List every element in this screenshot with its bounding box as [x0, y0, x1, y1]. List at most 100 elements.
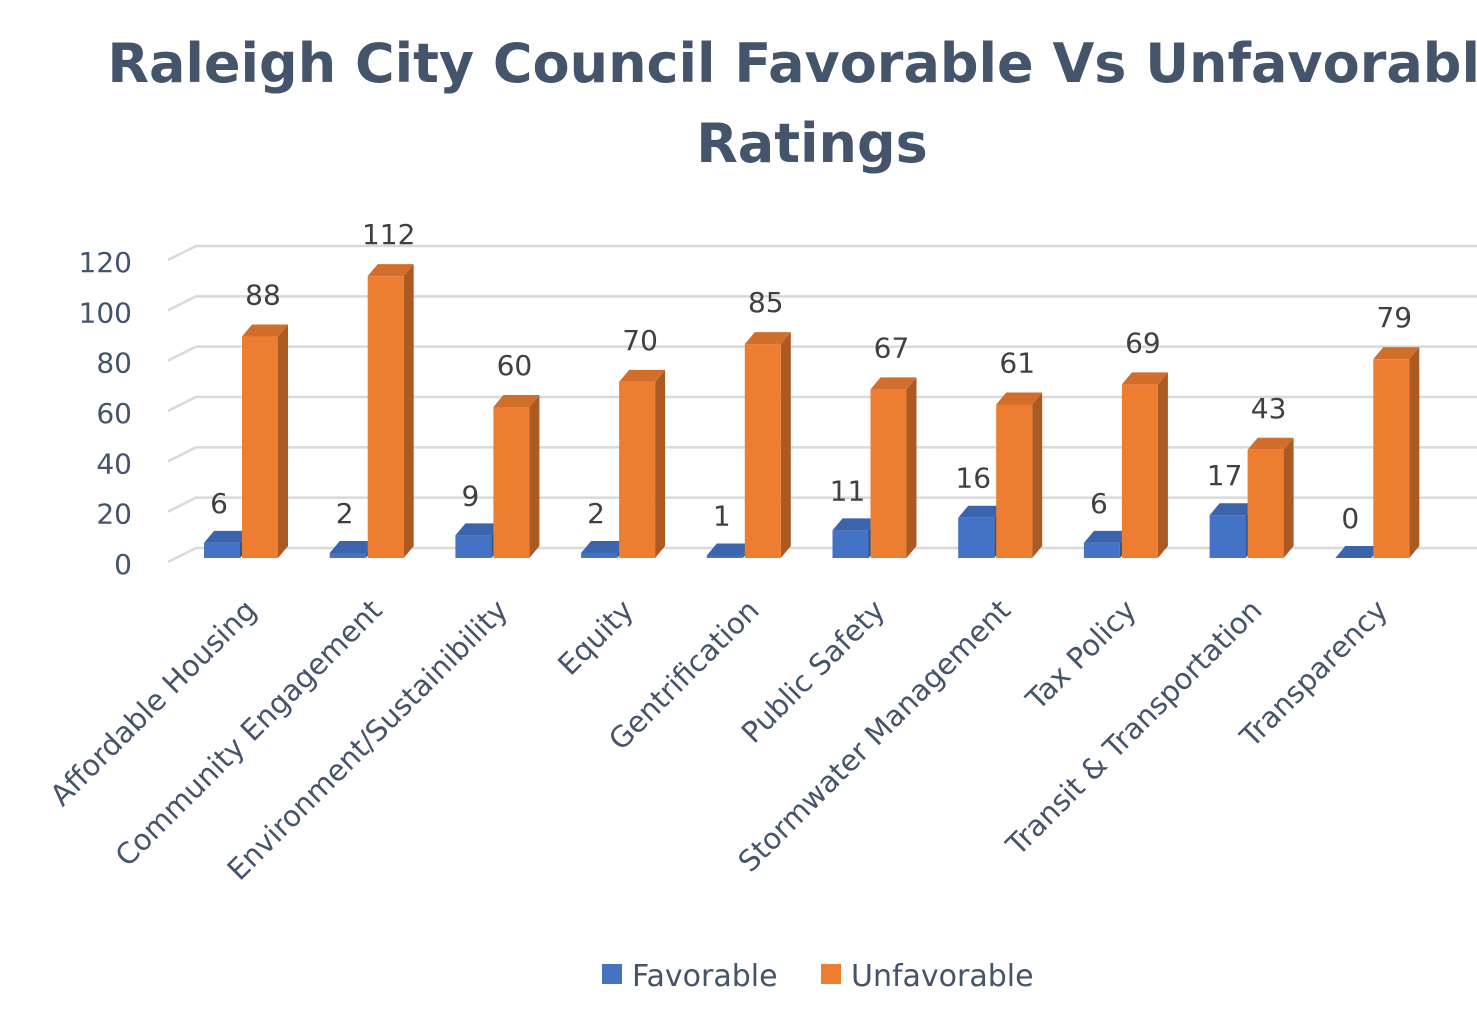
data-label-unfavorable: 70	[622, 324, 658, 357]
bar-unfavorable-top	[619, 369, 666, 382]
bar-unfavorable-top	[744, 332, 791, 345]
data-label-favorable: 17	[1207, 459, 1243, 492]
data-label-favorable: 2	[336, 497, 354, 530]
bar-unfavorable-front	[1373, 359, 1410, 558]
bar-unfavorable-side	[278, 324, 288, 558]
category-label: Affordable Housing	[43, 593, 263, 813]
bar-favorable-top	[204, 530, 250, 543]
gridline	[167, 244, 1477, 262]
bar-unfavorable-front	[619, 381, 656, 558]
gridline	[167, 395, 1477, 413]
y-tick-label: 40	[96, 447, 132, 480]
y-tick-label: 60	[96, 397, 132, 430]
bar-unfavorable-front	[242, 336, 278, 558]
data-label-unfavorable: 60	[497, 349, 533, 382]
data-label-favorable: 6	[210, 487, 228, 520]
bar-unfavorable	[744, 332, 791, 558]
bar-unfavorable-front	[1121, 384, 1158, 558]
bar-unfavorable-front	[367, 276, 404, 558]
bar-unfavorable	[493, 395, 540, 558]
legend-swatch-favorable	[602, 964, 622, 984]
bar-unfavorable-front	[870, 389, 907, 558]
bar-unfavorable-side	[529, 395, 540, 558]
bar-unfavorable	[1247, 437, 1294, 558]
chart-title-line-2: Ratings	[696, 112, 928, 175]
data-label-unfavorable: 112	[362, 218, 415, 251]
bar-unfavorable-top	[870, 377, 917, 390]
bar-unfavorable-side	[780, 332, 791, 558]
bar-unfavorable	[870, 377, 917, 558]
y-tick-label: 80	[96, 347, 132, 380]
bar-favorable-top	[581, 540, 628, 553]
bar-favorable-front	[204, 542, 240, 558]
bar-favorable-top	[329, 540, 376, 553]
data-label-favorable: 9	[461, 479, 479, 512]
legend-swatch-unfavorable	[821, 964, 841, 984]
category-label: Community Engagement	[109, 593, 389, 873]
bar-favorable	[1335, 546, 1382, 558]
bar-unfavorable-top	[1247, 437, 1294, 450]
bar-unfavorable-side	[1283, 437, 1294, 558]
bar-favorable-top	[832, 518, 879, 531]
bar-unfavorable-front	[1247, 449, 1284, 558]
data-label-favorable: 16	[955, 462, 991, 495]
bar-unfavorable-front	[744, 344, 781, 558]
y-tick-label: 100	[79, 296, 132, 329]
gridline	[167, 496, 1477, 513]
data-label-favorable: 6	[1090, 487, 1108, 520]
bar-favorable-top	[1209, 503, 1256, 516]
bar-favorable	[204, 530, 250, 558]
bar-unfavorable-top	[996, 392, 1043, 405]
data-label-unfavorable: 88	[245, 279, 281, 312]
legend: Favorable Unfavorable	[602, 959, 1034, 994]
data-label-favorable: 11	[830, 474, 866, 507]
bar-unfavorable	[1121, 372, 1168, 558]
bar-unfavorable-front	[493, 407, 530, 558]
bar-favorable-front	[581, 552, 618, 558]
gridline	[167, 546, 1477, 564]
bar-favorable-front	[706, 555, 743, 558]
bar-favorable-front	[832, 530, 869, 558]
bars	[204, 264, 1420, 558]
bar-unfavorable-side	[655, 369, 666, 558]
category-label: Transit & Transportation	[999, 593, 1269, 863]
bar-unfavorable-side	[403, 264, 414, 558]
bar-favorable-front	[1209, 515, 1246, 558]
data-label-favorable: 2	[587, 497, 605, 530]
bar-unfavorable-side	[1157, 372, 1168, 558]
bar-unfavorable	[619, 369, 666, 558]
y-tick-label: 20	[96, 498, 132, 531]
bar-unfavorable-top	[1373, 347, 1420, 360]
bar-favorable-front	[455, 535, 492, 558]
gridlines	[167, 244, 1477, 564]
bar-unfavorable-side	[1409, 347, 1420, 558]
bar-unfavorable-top	[367, 264, 414, 277]
gridline	[167, 295, 1477, 312]
category-label: Stormwater Management	[731, 593, 1017, 879]
data-label-unfavorable: 67	[874, 331, 910, 364]
data-label-unfavorable: 79	[1376, 301, 1412, 334]
bar-unfavorable-side	[1032, 392, 1043, 558]
data-label-unfavorable: 69	[1125, 326, 1161, 359]
data-label-unfavorable: 85	[748, 286, 784, 319]
y-tick-label: 0	[114, 548, 132, 581]
gridline	[167, 345, 1477, 362]
gridline	[167, 446, 1477, 463]
chart-title: Raleigh City Council Favorable Vs Unfavo…	[107, 32, 1477, 175]
bar-favorable-top	[1083, 530, 1130, 543]
bar-favorable-top	[455, 523, 502, 536]
bar-unfavorable-front	[996, 404, 1033, 558]
data-label-unfavorable: 61	[999, 346, 1035, 379]
bar-unfavorable	[367, 264, 414, 558]
data-label-favorable: 0	[1341, 502, 1359, 535]
category-label: Tax Policy	[1019, 593, 1143, 717]
bar-favorable-front	[958, 517, 995, 558]
legend-label-favorable: Favorable	[632, 959, 778, 994]
bar-favorable-top	[706, 543, 753, 556]
bar-unfavorable-top	[242, 324, 288, 337]
y-tick-label: 120	[79, 246, 132, 279]
bar-unfavorable	[242, 324, 288, 558]
